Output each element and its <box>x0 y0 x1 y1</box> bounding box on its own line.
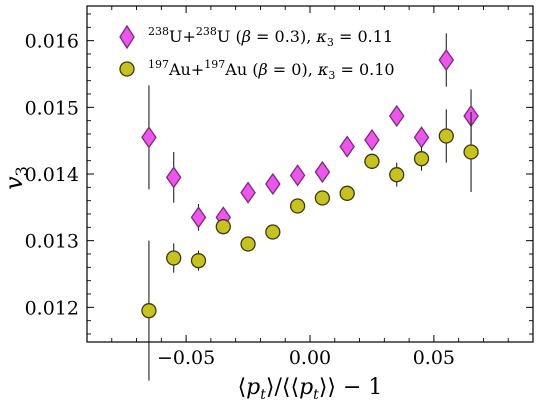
data-point-circle <box>190 253 207 269</box>
data-point-diamond <box>165 166 182 189</box>
data-point-circle <box>413 151 430 167</box>
y-tick-label: 0.014 <box>25 164 79 186</box>
data-point-diamond <box>364 128 380 152</box>
data-point-diamond <box>289 164 306 187</box>
data-point-diamond <box>141 126 157 149</box>
y-tick-label: 0.015 <box>25 97 79 119</box>
data-point-circle <box>265 224 281 240</box>
data-point-circle <box>289 198 306 214</box>
data-point-circle <box>364 153 380 169</box>
data-point-circle <box>314 190 331 206</box>
series-diamond <box>141 33 479 231</box>
data-point-diamond <box>339 135 355 158</box>
legend-label-gold: 197Au+197Au (β = 0), κ3 = 0.10 <box>148 58 395 82</box>
data-point-circle <box>463 144 479 160</box>
data-point-circle <box>438 128 454 144</box>
legend-label-uranium: 238U+238U (β = 0.3), κ3 = 0.11 <box>148 25 393 49</box>
x-tick-label: 0.00 <box>289 347 331 369</box>
x-tick-label: −0.05 <box>157 347 215 369</box>
ticks-layer: −0.05 0.00 0.05 0.012 0.013 0.014 0.015 0.016 <box>25 6 533 369</box>
series-circle <box>141 109 479 381</box>
y-tick-label: 0.013 <box>25 231 79 253</box>
x-tick-label: 0.05 <box>413 347 455 369</box>
y-tick-label: 0.012 <box>25 297 79 319</box>
legend-marker-diamond <box>119 24 135 50</box>
data-point-circle <box>141 303 157 319</box>
legend-marker-circle <box>119 61 135 77</box>
data-point-diamond <box>190 206 207 229</box>
data-point-circle <box>339 185 355 201</box>
data-point-diamond <box>265 172 281 196</box>
data-point-diamond <box>388 104 405 128</box>
data-point-diamond <box>240 181 256 204</box>
x-axis-title: ⟨pt⟩/⟨⟨pt⟩⟩ − 1 <box>238 375 383 401</box>
series-layer <box>141 33 479 381</box>
data-point-circle <box>389 167 405 183</box>
data-point-circle <box>240 236 256 252</box>
plot-frame <box>86 5 534 343</box>
y-tick-label: 0.016 <box>25 31 79 53</box>
data-point-diamond <box>413 126 430 149</box>
data-point-circle <box>166 250 182 266</box>
data-point-diamond <box>314 160 331 184</box>
data-point-circle <box>215 219 231 235</box>
y-axis-title: v3 <box>0 166 31 190</box>
data-point-diamond <box>438 48 455 72</box>
legend: 238U+238U (β = 0.3), κ3 = 0.11 197Au+197… <box>119 24 395 82</box>
